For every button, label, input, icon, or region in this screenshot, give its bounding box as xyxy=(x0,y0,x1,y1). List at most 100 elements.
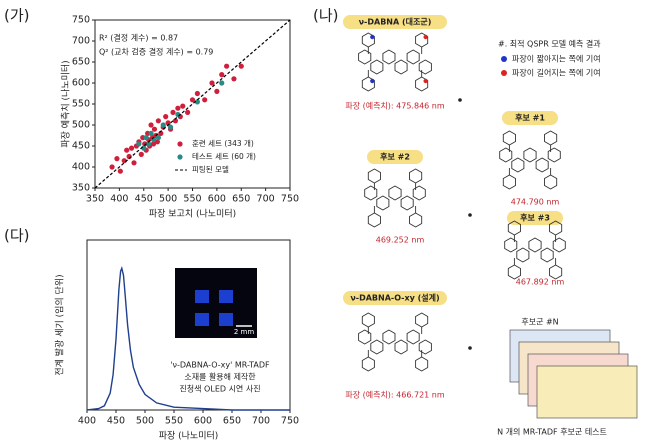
ring xyxy=(367,212,381,228)
oled-pixel xyxy=(195,313,209,326)
data-point xyxy=(150,141,157,147)
oled-pixel xyxy=(219,290,233,303)
data-point xyxy=(124,147,130,153)
prediction: 469.252 nm xyxy=(376,236,425,245)
prediction: 467.892 nm xyxy=(516,278,565,287)
legend-dot xyxy=(501,56,507,62)
ring xyxy=(552,237,566,253)
data-point xyxy=(180,103,186,109)
tag-box xyxy=(367,150,423,164)
ring xyxy=(376,195,390,211)
legend-label: 파장이 길어지는 쪽에 기여 xyxy=(512,68,601,78)
data-point xyxy=(209,80,215,86)
data-point xyxy=(138,151,144,157)
data-point xyxy=(189,97,196,103)
data-point xyxy=(128,145,135,151)
y-tick-label: 400 xyxy=(72,162,90,173)
annotation: Q² (교차 검증 결정 계수) = 0.79 xyxy=(99,47,213,57)
tag: ν-DABNA (대조군) xyxy=(359,17,432,27)
pool-caption: N 개의 MR-TADF 후보군 테스트 xyxy=(497,427,607,437)
x-tick-label: 650 xyxy=(232,194,250,205)
ring xyxy=(370,339,384,355)
data-point xyxy=(172,118,179,124)
ring xyxy=(540,247,554,263)
ring xyxy=(370,59,384,75)
data-line xyxy=(86,266,290,411)
x-tick-label: 400 xyxy=(78,416,96,427)
x-tick-label: 550 xyxy=(165,416,183,427)
atom-mark xyxy=(423,34,428,40)
plot-frame xyxy=(86,239,291,411)
ring xyxy=(499,147,513,163)
inset-caption: 진청색 OLED 시연 사진 xyxy=(179,384,260,394)
legend-swatch xyxy=(177,141,183,147)
data-point xyxy=(143,135,149,141)
data-point xyxy=(148,130,154,136)
ring xyxy=(394,339,408,355)
connector-dot xyxy=(468,346,472,350)
prediction: 474.790 nm xyxy=(511,198,560,207)
ring xyxy=(361,312,375,328)
ring xyxy=(409,168,423,184)
ring xyxy=(516,247,530,263)
ring xyxy=(549,220,563,236)
data-point xyxy=(224,63,230,69)
oled-pixel xyxy=(195,290,209,303)
tag-box xyxy=(343,291,447,305)
ring xyxy=(358,329,372,345)
y-tick-label: 600 xyxy=(72,78,90,89)
ring xyxy=(388,185,402,201)
panel-label: (가) xyxy=(4,7,30,25)
atom-mark xyxy=(370,78,375,84)
ring xyxy=(394,59,408,75)
data-point xyxy=(194,90,200,97)
x-tick-label: 600 xyxy=(194,416,212,427)
data-point xyxy=(155,135,161,141)
x-tick-label: 650 xyxy=(223,416,241,427)
pool-label: 후보군 #N xyxy=(521,318,558,327)
x-tick-label: 400 xyxy=(110,194,128,205)
ring xyxy=(406,329,420,345)
connector-dot xyxy=(458,98,462,102)
panel-label: (나) xyxy=(313,7,339,25)
data-point xyxy=(131,160,137,166)
x-tick-label: 750 xyxy=(281,194,299,205)
data-point xyxy=(231,76,237,82)
ring xyxy=(361,356,375,372)
tag: 후보 #3 xyxy=(520,213,550,223)
x-axis-label: 파장 보고치 (나노미터) xyxy=(149,208,236,220)
ring xyxy=(409,212,423,228)
ring xyxy=(382,329,396,345)
atom-mark xyxy=(370,34,375,40)
ring xyxy=(418,339,432,355)
annotation: R² (결정 계수) = 0.87 xyxy=(99,33,178,43)
candidate-card xyxy=(536,365,638,419)
tag: 후보 #2 xyxy=(380,152,410,162)
x-axis-label: 파장 (나노미터) xyxy=(159,431,219,442)
atom-mark xyxy=(423,78,428,84)
ring xyxy=(528,237,542,253)
data-point xyxy=(165,120,171,126)
ring xyxy=(507,220,521,236)
data-point xyxy=(114,156,120,162)
data-line xyxy=(94,19,291,189)
data-point xyxy=(238,63,244,69)
data-point xyxy=(142,141,148,147)
data-point xyxy=(219,72,225,78)
prediction: 파장 (예측치): 475.846 nm xyxy=(345,101,445,111)
y-tick-label: 500 xyxy=(72,120,90,131)
ring xyxy=(547,147,561,163)
x-tick-label: 350 xyxy=(86,194,104,205)
x-tick-label: 700 xyxy=(257,194,275,205)
ring xyxy=(415,356,429,372)
x-tick-label: 600 xyxy=(208,194,226,205)
ring xyxy=(418,59,432,75)
ring xyxy=(523,147,537,163)
ring xyxy=(415,312,429,328)
y-axis-label: 파장 예측치 (나노미터) xyxy=(60,60,72,147)
data-point xyxy=(194,99,200,105)
data-point xyxy=(160,122,166,128)
ring xyxy=(358,49,372,65)
x-tick-label: 700 xyxy=(252,416,270,427)
x-tick-label: 450 xyxy=(135,194,153,205)
